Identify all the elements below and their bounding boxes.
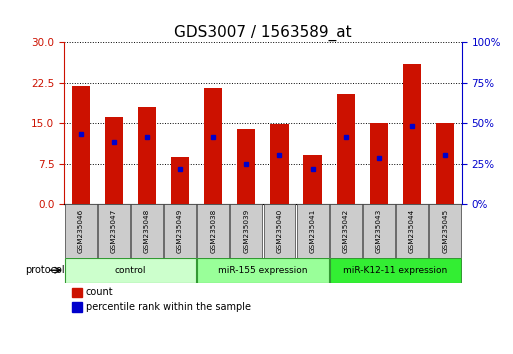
Title: GDS3007 / 1563589_at: GDS3007 / 1563589_at bbox=[174, 25, 352, 41]
Text: GSM235038: GSM235038 bbox=[210, 209, 216, 253]
FancyBboxPatch shape bbox=[230, 204, 262, 258]
Bar bbox=[204, 88, 222, 204]
Bar bbox=[337, 93, 355, 204]
FancyBboxPatch shape bbox=[164, 204, 196, 258]
Text: GSM235048: GSM235048 bbox=[144, 209, 150, 253]
Bar bbox=[403, 64, 421, 204]
Bar bbox=[270, 124, 289, 204]
Text: GSM235044: GSM235044 bbox=[409, 209, 415, 253]
Text: GSM235045: GSM235045 bbox=[442, 209, 448, 253]
FancyBboxPatch shape bbox=[330, 258, 461, 283]
Bar bbox=[138, 107, 156, 204]
FancyBboxPatch shape bbox=[396, 204, 428, 258]
FancyBboxPatch shape bbox=[330, 204, 362, 258]
Bar bbox=[304, 155, 322, 204]
Text: GSM235049: GSM235049 bbox=[177, 209, 183, 253]
Text: miR-K12-11 expression: miR-K12-11 expression bbox=[343, 266, 447, 275]
FancyBboxPatch shape bbox=[429, 204, 461, 258]
FancyBboxPatch shape bbox=[131, 204, 163, 258]
Text: percentile rank within the sample: percentile rank within the sample bbox=[86, 302, 251, 312]
FancyBboxPatch shape bbox=[363, 204, 395, 258]
FancyBboxPatch shape bbox=[297, 204, 328, 258]
FancyBboxPatch shape bbox=[198, 204, 229, 258]
Text: GSM235039: GSM235039 bbox=[243, 209, 249, 253]
Text: GSM235040: GSM235040 bbox=[277, 209, 283, 253]
Bar bbox=[436, 123, 454, 204]
Text: GSM235046: GSM235046 bbox=[77, 209, 84, 253]
Text: GSM235041: GSM235041 bbox=[310, 209, 315, 253]
FancyBboxPatch shape bbox=[98, 204, 130, 258]
Bar bbox=[72, 287, 82, 297]
Bar bbox=[171, 156, 189, 204]
Text: protocol: protocol bbox=[25, 265, 65, 275]
FancyBboxPatch shape bbox=[65, 204, 96, 258]
Text: GSM235042: GSM235042 bbox=[343, 209, 349, 253]
Text: count: count bbox=[86, 287, 113, 297]
Bar bbox=[237, 129, 255, 204]
Text: control: control bbox=[114, 266, 146, 275]
FancyBboxPatch shape bbox=[65, 258, 196, 283]
Bar bbox=[72, 302, 82, 312]
FancyBboxPatch shape bbox=[264, 204, 295, 258]
Text: GSM235043: GSM235043 bbox=[376, 209, 382, 253]
Bar bbox=[370, 123, 388, 204]
Text: GSM235047: GSM235047 bbox=[111, 209, 117, 253]
Bar bbox=[105, 117, 123, 204]
Text: miR-155 expression: miR-155 expression bbox=[218, 266, 308, 275]
FancyBboxPatch shape bbox=[198, 258, 328, 283]
Bar bbox=[72, 86, 90, 204]
